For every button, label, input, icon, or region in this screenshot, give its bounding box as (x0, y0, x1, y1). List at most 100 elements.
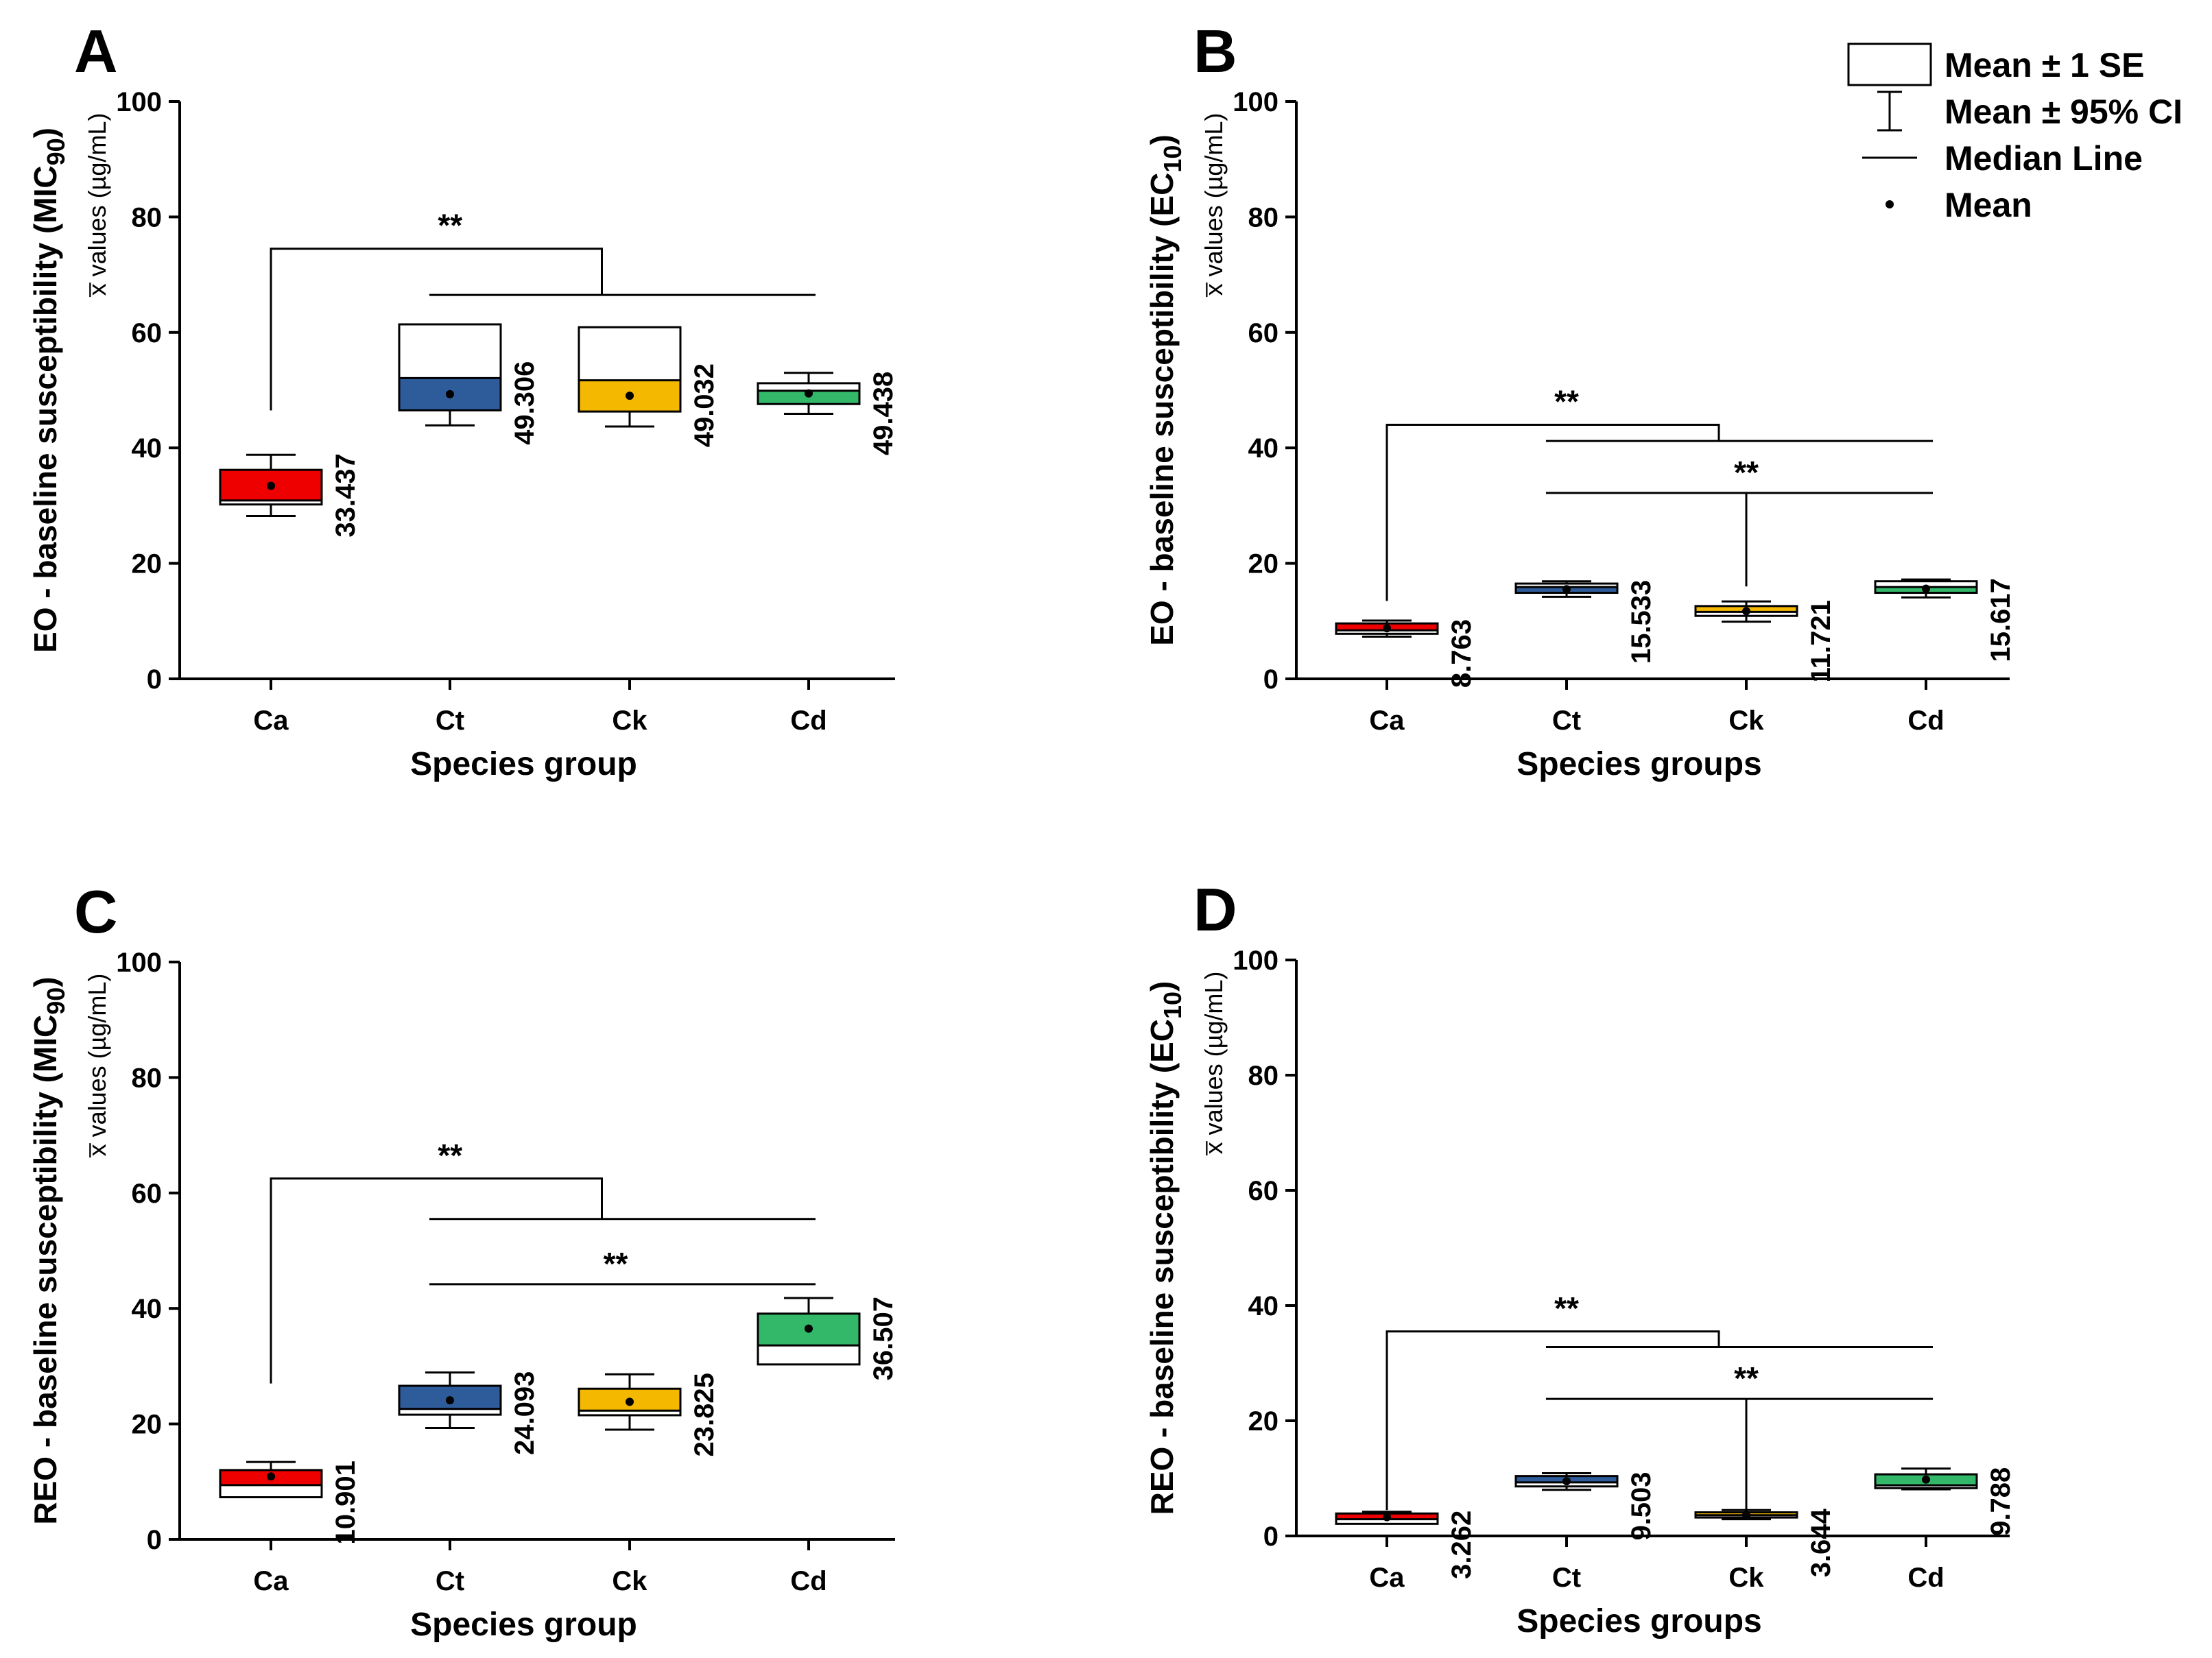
significance-label: ** (1734, 1360, 1759, 1396)
se-box-outline (1335, 622, 1439, 635)
x-tick-label: Ca (1369, 706, 1405, 736)
significance-bracket: ** (1386, 384, 1933, 601)
mean-value-label: 3.644 (1806, 1508, 1836, 1577)
box-cd: 15.617 (1874, 578, 2016, 662)
panel-letter: D (1193, 876, 1237, 944)
significance-label: ** (438, 208, 462, 243)
mean-dot (1742, 607, 1750, 616)
se-box-outline (398, 323, 502, 411)
y-tick-label: 100 (1233, 946, 1279, 976)
y-axis-title: REO - baseline susceptibility (MIC90) (27, 976, 70, 1524)
x-tick-label: Cd (1907, 1563, 1944, 1593)
y-tick-label: 100 (1233, 87, 1279, 117)
x-tick-label: Ca (253, 1566, 289, 1596)
y-tick-label: 40 (1248, 433, 1279, 464)
legend-label: Mean (1945, 186, 2032, 224)
significance-bracket: ** (1386, 1290, 1933, 1511)
box-ck: 11.721 (1694, 600, 1836, 682)
bracket-line (270, 248, 603, 411)
y-tick-label: 40 (132, 433, 163, 464)
mean-dot (626, 392, 634, 400)
x-tick-label: Cd (1907, 706, 1944, 736)
mean-dot (1922, 1475, 1930, 1484)
mean-dot (1383, 1513, 1391, 1522)
se-box-outline (219, 1469, 323, 1499)
x-axis-title: Species groups (1517, 746, 1761, 782)
mean-dot (1922, 584, 1930, 593)
panel-b: B 0 20 40 60 80 100 Ca Ct Ck Cd Species groups EO - … (1144, 17, 2016, 782)
y-tick-label: 60 (132, 1179, 163, 1209)
mean-value-label: 8.763 (1447, 619, 1477, 688)
y-tick-label: 0 (1263, 1522, 1279, 1552)
y-tick-label: 80 (132, 1063, 163, 1093)
significance-label: ** (438, 1138, 462, 1173)
legend-label: Mean ± 1 SE (1945, 46, 2144, 84)
box-ck: 3.644 (1694, 1508, 1836, 1577)
significance-bracket: ** (270, 208, 816, 411)
x-axis-title: Species groups (1517, 1603, 1761, 1639)
se-box-outline (757, 1312, 861, 1366)
x-tick-label: Ck (1728, 1563, 1764, 1593)
mean-dot (1562, 1477, 1571, 1486)
y-tick-label: 80 (132, 202, 163, 232)
x-tick-label: Ca (253, 706, 289, 736)
y-tick-label: 20 (1248, 549, 1279, 579)
x-tick-label: Ck (1728, 706, 1764, 736)
mean-dot (805, 389, 813, 398)
mean-dot (446, 389, 454, 398)
legend-label: Median Line (1945, 139, 2143, 178)
box-ct: 9.503 (1514, 1471, 1656, 1541)
y-tick-label: 40 (132, 1294, 163, 1324)
panel-a: A 0 20 40 60 80 100 Ca Ct Ck Cd Species group EO - b… (27, 17, 899, 782)
mean-value-label: 15.533 (1626, 580, 1656, 664)
x-tick-label: Cd (790, 706, 826, 736)
box-icon (1847, 43, 1932, 86)
mean-value-label: 23.825 (689, 1373, 720, 1456)
x-tick-label: Ct (436, 1566, 464, 1596)
se-box-outline (1514, 1475, 1619, 1488)
mean-dot-icon (1886, 200, 1894, 208)
se-box-outline (398, 1384, 502, 1416)
y-axis-title: EO - baseline susceptibility (EC10) (1144, 134, 1187, 646)
legend-item: Mean ± 95% CI (1877, 91, 2183, 132)
mean-value-label: 49.306 (510, 361, 540, 445)
y-tick-label: 0 (147, 664, 162, 695)
significance-label: ** (1554, 384, 1579, 420)
mean-dot (805, 1324, 813, 1333)
x-tick-label: Cd (790, 1566, 826, 1596)
mean-dot (446, 1396, 454, 1405)
legend-item: Mean (1886, 186, 2032, 224)
y-axis-title: EO - baseline susceptibility (MIC90) (27, 128, 70, 653)
mean-value-label: 3.262 (1447, 1511, 1477, 1579)
significance-bracket: ** (270, 1138, 816, 1384)
y-tick-label: 60 (1248, 318, 1279, 348)
y-tick-label: 100 (116, 948, 162, 978)
x-axis-title: Species group (410, 1607, 637, 1643)
y-tick-label: 0 (1263, 664, 1279, 695)
box-cd: 36.507 (757, 1297, 899, 1380)
panel-letter: A (74, 17, 118, 85)
mean-dot (1383, 624, 1391, 633)
box-ct: 24.093 (398, 1371, 540, 1455)
y-tick-label: 20 (132, 549, 163, 579)
y-tick-label: 100 (116, 87, 162, 117)
legend: Mean ± 1 SE Mean ± 95% CI Median Line Mean (1847, 43, 2183, 224)
y-axis-subtitle: x̅ values (µg/mL) (1200, 972, 1228, 1156)
panel-letter: B (1193, 17, 1237, 85)
legend-item: Mean ± 1 SE (1847, 43, 2144, 86)
x-tick-label: Ct (1552, 1563, 1581, 1593)
x-tick-label: Ct (1552, 706, 1581, 736)
y-tick-label: 0 (147, 1525, 162, 1555)
box-ck: 49.032 (578, 326, 720, 447)
box-ca: 33.437 (219, 453, 361, 538)
box-ca: 3.262 (1335, 1511, 1477, 1579)
bracket-line (1386, 424, 1720, 601)
y-tick-label: 80 (1248, 202, 1279, 232)
mean-value-label: 15.617 (1986, 578, 2016, 662)
legend-label: Mean ± 95% CI (1945, 93, 2183, 131)
se-box-outline (757, 382, 861, 405)
significance-label: ** (1554, 1290, 1579, 1326)
mean-dot (267, 1472, 275, 1481)
mean-value-label: 36.507 (868, 1297, 899, 1380)
legend-item: Median Line (1862, 139, 2143, 178)
